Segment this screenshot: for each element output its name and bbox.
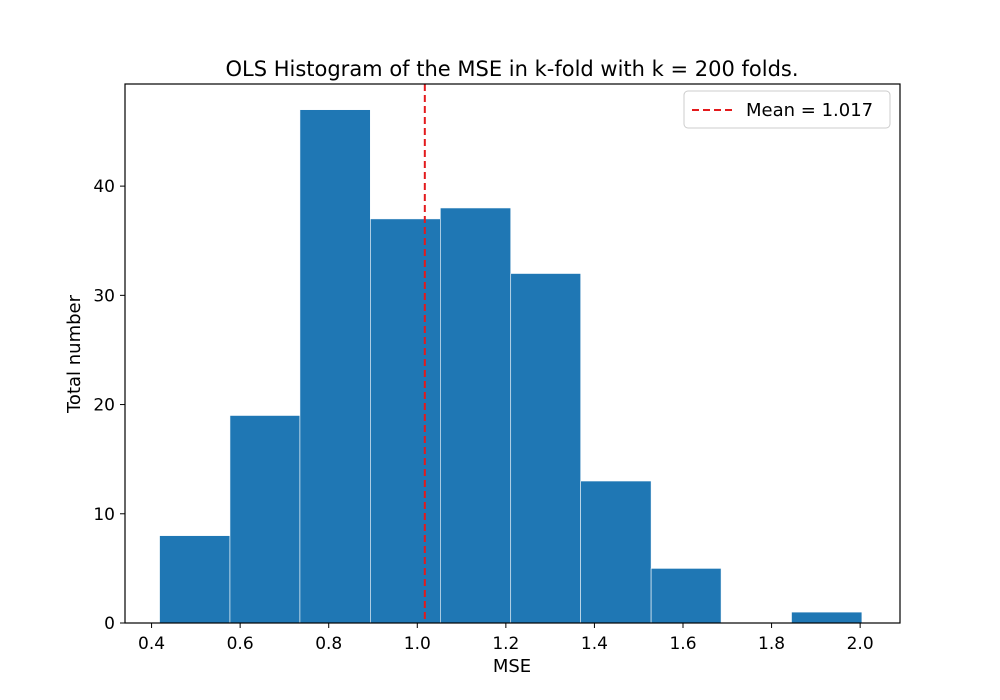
x-tick-label: 0.8 <box>315 634 342 654</box>
legend: Mean = 1.017 <box>683 90 891 129</box>
y-axis-ticks: 0 10 20 30 40 <box>93 177 125 634</box>
plot-area-frame <box>124 83 901 624</box>
x-tick-label: 0.6 <box>227 634 254 654</box>
y-tick-label: 10 <box>93 505 115 525</box>
legend-box <box>683 90 891 129</box>
x-tick-label: 1.0 <box>404 634 431 654</box>
y-tick-label: 30 <box>93 286 115 306</box>
x-tick-label: 0.4 <box>138 634 165 654</box>
y-axis-label: Total number <box>64 294 85 414</box>
legend-mean-label: Mean = 1.017 <box>746 100 873 121</box>
histogram-bar <box>159 535 231 624</box>
histogram-bar <box>229 415 301 624</box>
y-tick-label: 0 <box>104 614 115 634</box>
x-axis-ticks: 0.4 0.6 0.8 1.0 1.2 1.4 1.6 1.8 2.0 <box>138 623 874 654</box>
bars-layer <box>159 109 863 624</box>
histogram-bar <box>650 568 722 624</box>
histogram-bar <box>440 207 512 624</box>
histogram-bar <box>299 109 371 624</box>
x-axis-label: MSE <box>493 656 531 677</box>
x-tick-label: 1.2 <box>492 634 519 654</box>
histogram-bar <box>510 273 582 624</box>
x-tick-label: 1.4 <box>581 634 608 654</box>
histogram-bar <box>791 611 863 624</box>
x-tick-label: 2.0 <box>847 634 874 654</box>
histogram-bar <box>370 218 441 624</box>
y-tick-label: 40 <box>93 177 115 197</box>
x-tick-label: 1.6 <box>669 634 696 654</box>
y-tick-label: 20 <box>93 396 115 416</box>
chart-title: OLS Histogram of the MSE in k-fold with … <box>225 57 798 81</box>
x-tick-label: 1.8 <box>758 634 785 654</box>
histogram-bar <box>580 480 652 624</box>
